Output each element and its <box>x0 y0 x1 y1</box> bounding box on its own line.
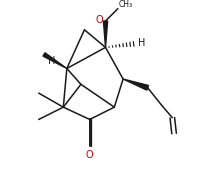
Polygon shape <box>43 53 67 68</box>
Polygon shape <box>103 21 108 47</box>
Text: H: H <box>48 56 55 66</box>
Polygon shape <box>123 79 149 90</box>
Text: O: O <box>95 15 103 25</box>
Text: CH₃: CH₃ <box>119 0 133 9</box>
Text: O: O <box>86 150 93 160</box>
Text: H: H <box>138 38 146 48</box>
